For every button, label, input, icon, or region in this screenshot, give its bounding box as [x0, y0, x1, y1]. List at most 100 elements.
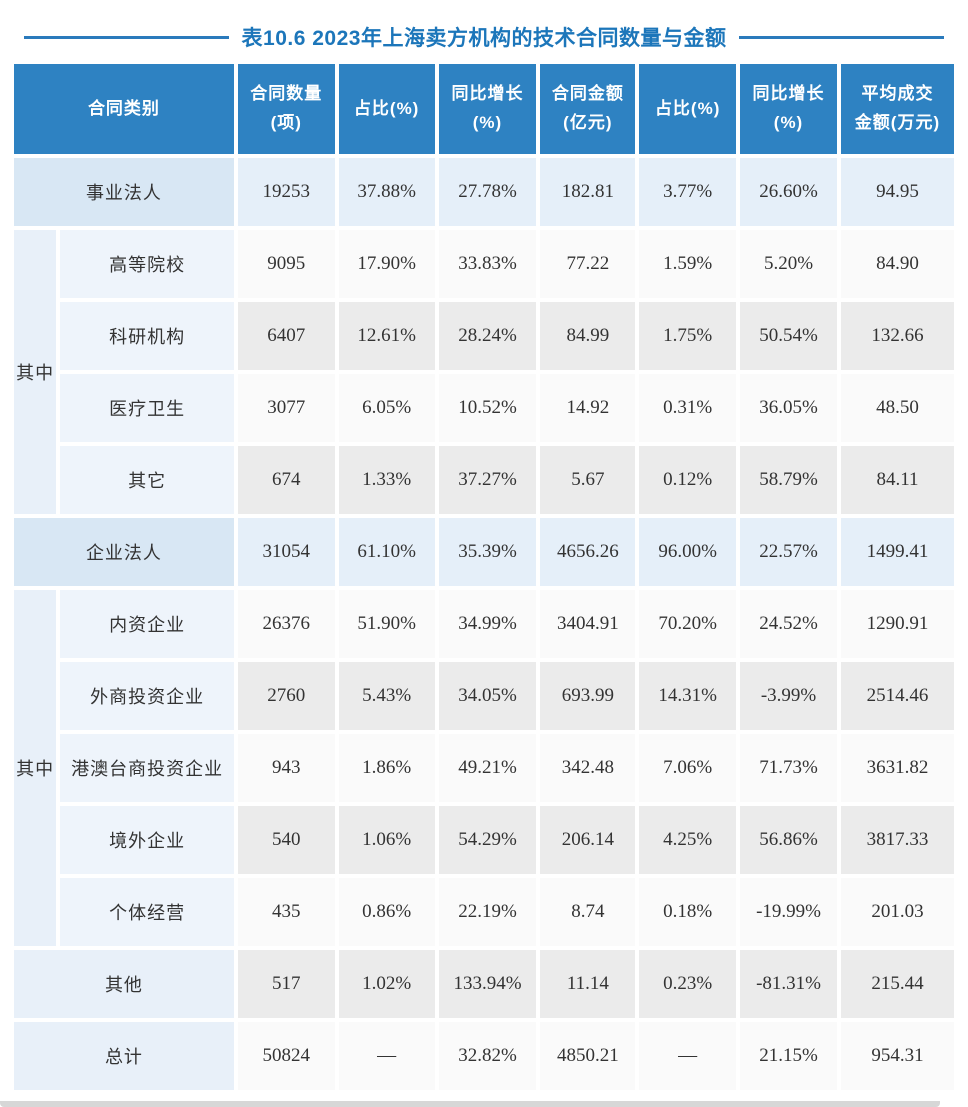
table-row: 港澳台商投资企业 943 1.86% 49.21% 342.48 7.06% 7…: [14, 734, 954, 802]
value-cell: —: [338, 1022, 435, 1090]
value-cell: 56.86%: [740, 806, 837, 874]
value-cell: 28.24%: [438, 302, 537, 370]
subcategory-cell: 内资企业: [60, 590, 234, 658]
header-label: 合同金额: [551, 84, 624, 104]
value-cell: 201.03: [840, 878, 954, 946]
value-cell: 1499.41: [840, 518, 954, 586]
value-cell: 58.79%: [740, 446, 837, 514]
value-cell: 19253: [237, 158, 335, 226]
value-cell: 6.05%: [338, 374, 435, 442]
value-cell: 96.00%: [639, 518, 737, 586]
value-cell: 943: [237, 734, 335, 802]
value-cell: 0.31%: [639, 374, 737, 442]
header-label: 合同类别: [87, 98, 160, 118]
value-cell: 4850.21: [540, 1022, 636, 1090]
value-cell: 1.33%: [338, 446, 435, 514]
subcategory-cell: 个体经营: [60, 878, 234, 946]
value-cell: 0.86%: [338, 878, 435, 946]
value-cell: 9095: [237, 230, 335, 298]
value-cell: -19.99%: [740, 878, 837, 946]
value-cell: 50824: [237, 1022, 335, 1090]
value-cell: 22.57%: [740, 518, 837, 586]
value-cell: —: [639, 1022, 737, 1090]
value-cell: 51.90%: [338, 590, 435, 658]
category-cell: 总计: [14, 1022, 234, 1090]
value-cell: 84.11: [840, 446, 954, 514]
value-cell: 3077: [237, 374, 335, 442]
header-label: 同比增长: [451, 84, 524, 104]
group-span-cell: 其中: [14, 590, 57, 946]
value-cell: 4.25%: [639, 806, 737, 874]
value-cell: 37.88%: [338, 158, 435, 226]
value-cell: 4656.26: [540, 518, 636, 586]
value-cell: 94.95: [840, 158, 954, 226]
table-row: 其中 内资企业 26376 51.90% 34.99% 3404.91 70.2…: [14, 590, 954, 946]
header-label: 平均成交: [861, 84, 934, 104]
value-cell: 7.06%: [639, 734, 737, 802]
value-cell: 11.14: [540, 950, 636, 1018]
value-cell: 34.05%: [438, 662, 537, 730]
value-cell: 22.19%: [438, 878, 537, 946]
subcategory-cell: 科研机构: [60, 302, 234, 370]
value-cell: 0.18%: [639, 878, 737, 946]
header-cell-amount-share: 占比(%): [639, 64, 737, 154]
value-cell: 3631.82: [840, 734, 954, 802]
value-cell: 26.60%: [740, 158, 837, 226]
subcategory-cell: 高等院校: [60, 230, 234, 298]
value-cell: 24.52%: [740, 590, 837, 658]
table-row: 境外企业 540 1.06% 54.29% 206.14 4.25% 56.86…: [14, 806, 954, 874]
contracts-table: 合同类别 合同数量 (项) 占比(%) 同比增长 (%) 合同金额 (亿元) 占…: [10, 60, 958, 1094]
page-bottom-shadow: [0, 1101, 940, 1107]
header-cell-count-share: 占比(%): [338, 64, 435, 154]
value-cell: 37.27%: [438, 446, 537, 514]
value-cell: 50.54%: [740, 302, 837, 370]
value-cell: 61.10%: [338, 518, 435, 586]
header-cell-avg-amount: 平均成交 金额(万元): [840, 64, 954, 154]
value-cell: 0.23%: [639, 950, 737, 1018]
header-label: 合同数量: [250, 84, 323, 104]
value-cell: 342.48: [540, 734, 636, 802]
header-cell-category: 合同类别: [14, 64, 234, 154]
value-cell: 3817.33: [840, 806, 954, 874]
value-cell: 84.99: [540, 302, 636, 370]
header-label: 占比(%): [654, 98, 721, 118]
value-cell: 1.59%: [639, 230, 737, 298]
value-cell: 1.02%: [338, 950, 435, 1018]
value-cell: 215.44: [840, 950, 954, 1018]
table-row: 科研机构 6407 12.61% 28.24% 84.99 1.75% 50.5…: [14, 302, 954, 370]
table-row: 企业法人 31054 61.10% 35.39% 4656.26 96.00% …: [14, 518, 954, 586]
table-row: 其他 517 1.02% 133.94% 11.14 0.23% -81.31%…: [14, 950, 954, 1018]
value-cell: 674: [237, 446, 335, 514]
group-span-cell: 其中: [14, 230, 57, 514]
value-cell: -81.31%: [740, 950, 837, 1018]
subcategory-cell: 医疗卫生: [60, 374, 234, 442]
value-cell: 2760: [237, 662, 335, 730]
value-cell: 84.90: [840, 230, 954, 298]
value-cell: 0.12%: [639, 446, 737, 514]
value-cell: 27.78%: [438, 158, 537, 226]
header-cell-contract-count: 合同数量 (项): [237, 64, 335, 154]
header-cell-amount-yoy: 同比增长 (%): [740, 64, 837, 154]
value-cell: 133.94%: [438, 950, 537, 1018]
title-rule-left: [23, 35, 229, 39]
value-cell: 77.22: [540, 230, 636, 298]
table-row: 医疗卫生 3077 6.05% 10.52% 14.92 0.31% 36.05…: [14, 374, 954, 442]
value-cell: 71.73%: [740, 734, 837, 802]
value-cell: 26376: [237, 590, 335, 658]
value-cell: 54.29%: [438, 806, 537, 874]
value-cell: 14.92: [540, 374, 636, 442]
table-row: 事业法人 19253 37.88% 27.78% 182.81 3.77% 26…: [14, 158, 954, 226]
page-title: 表10.6 2023年上海卖方机构的技术合同数量与金额: [241, 27, 727, 50]
value-cell: 32.82%: [438, 1022, 537, 1090]
value-cell: 48.50: [840, 374, 954, 442]
table-row: 外商投资企业 2760 5.43% 34.05% 693.99 14.31% -…: [14, 662, 954, 730]
category-cell: 企业法人: [14, 518, 234, 586]
value-cell: 540: [237, 806, 335, 874]
value-cell: 14.31%: [639, 662, 737, 730]
header-cell-count-yoy: 同比增长 (%): [438, 64, 537, 154]
value-cell: 6407: [237, 302, 335, 370]
value-cell: 693.99: [540, 662, 636, 730]
value-cell: 1.86%: [338, 734, 435, 802]
header-label: 同比增长: [752, 84, 825, 104]
value-cell: 435: [237, 878, 335, 946]
